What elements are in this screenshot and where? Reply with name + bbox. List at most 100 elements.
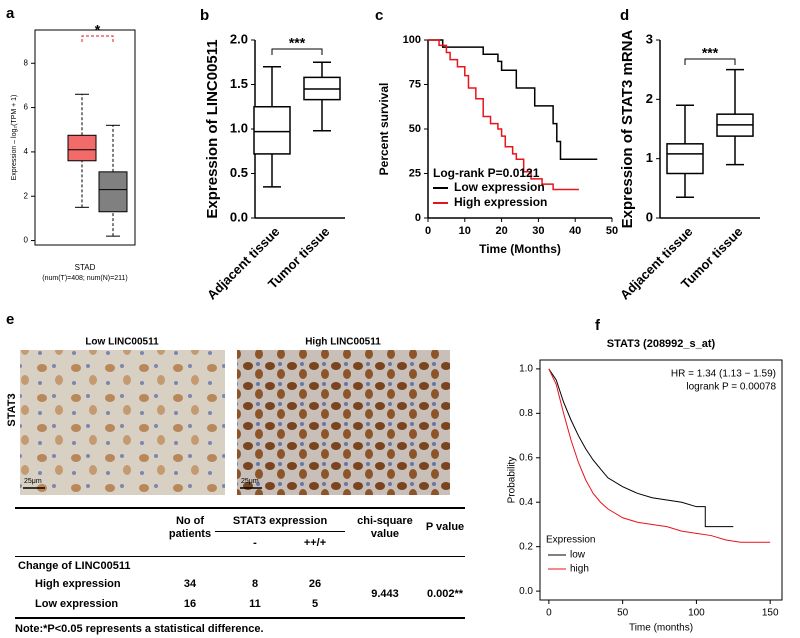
legend-label: high	[570, 564, 589, 575]
plot-frame	[539, 359, 783, 601]
significance-bracket	[684, 58, 736, 65]
x-tick-label: 50	[606, 225, 618, 237]
table-cell: 5	[311, 598, 319, 610]
y-tick-label: 0.0	[230, 209, 248, 224]
panel-letter: a	[6, 5, 15, 22]
table-cell: 34	[183, 578, 197, 590]
annotation: Log-rank P=0.0121	[433, 166, 540, 180]
x-tick-label: 150	[762, 608, 779, 619]
y-tick-label: 1.0	[230, 120, 248, 135]
table-header: chi-square value	[357, 515, 413, 540]
y-tick-label: 0.5	[230, 165, 248, 180]
x-tick-label: Adjacent tissue	[204, 224, 283, 303]
y-tick-label: 2.0	[230, 31, 248, 46]
y-tick-label: 0.6	[519, 452, 533, 463]
table-cell: 26	[308, 578, 322, 590]
y-tick-label: 25	[409, 167, 421, 179]
scale-label: 25μm	[241, 478, 259, 485]
table-cell: 8	[251, 578, 259, 590]
table-row-label: High expression	[35, 578, 121, 590]
table-header: No of patients	[168, 515, 212, 540]
y-axis-label: Expression – log₂(TPM + 1)	[11, 95, 18, 181]
survival-curve	[428, 39, 598, 161]
panel-letter: b	[200, 7, 209, 24]
table-rule	[15, 507, 465, 509]
legend-label: High expression	[454, 195, 547, 209]
x-tick-label: 0	[546, 608, 552, 619]
y-axis-label: Expression of LINC00511	[204, 39, 221, 218]
legend-label: Low expression	[454, 180, 545, 194]
significance-label: ***	[702, 45, 719, 61]
scale-label: 25μm	[24, 478, 42, 485]
row-label: STAT3	[6, 393, 18, 426]
y-tick-label: 1.0	[519, 364, 533, 375]
y-tick-label: 0	[415, 212, 421, 224]
y-tick-label: 0.0	[519, 586, 533, 597]
y-tick-label: 0	[646, 209, 653, 224]
table-cell: 0.002**	[426, 588, 464, 600]
y-tick-label: 75	[409, 78, 421, 90]
y-tick-label: 1.5	[230, 76, 248, 91]
survival-curve	[548, 368, 771, 543]
chart-title: STAT3 (208992_s_at)	[607, 338, 716, 350]
table-header: P value	[425, 521, 465, 533]
y-tick-label: 100	[403, 34, 421, 46]
panel-letter: f	[595, 317, 601, 334]
y-tick-label: 2	[24, 191, 29, 200]
plot-frame	[34, 29, 136, 246]
box	[666, 143, 704, 175]
x-axis-label: Time (Months)	[479, 242, 561, 256]
x-tick-label: 100	[688, 608, 705, 619]
y-tick-label: 4	[24, 147, 29, 156]
y-tick-label: 0	[24, 236, 29, 245]
x-tick-label: 20	[495, 225, 507, 237]
y-axis-label: Probability	[507, 457, 518, 504]
y-tick-label: 1	[646, 150, 653, 165]
panel-letter: c	[375, 7, 383, 24]
significance-bracket	[81, 35, 114, 42]
table-cell: 9.443	[371, 588, 399, 600]
x-tick-label: Adjacent tissue	[617, 224, 696, 303]
x-tick-label: 50	[617, 608, 629, 619]
survival-curve	[548, 368, 734, 528]
significance-bracket	[271, 48, 323, 55]
y-axis-label: Expression of STAT3 mRNA	[619, 30, 636, 229]
x-tick-label: 40	[569, 225, 581, 237]
table-row-label: Low expression	[35, 598, 119, 610]
table-note: Note:*P<0.05 represents a statistical di…	[15, 623, 264, 635]
y-tick-label: 2	[646, 91, 653, 106]
significance-label: *	[95, 22, 101, 38]
panel-letter: d	[620, 7, 629, 24]
annotation: logrank P = 0.00078	[686, 382, 776, 393]
significance-label: ***	[289, 35, 306, 51]
legend-title: Expression	[546, 535, 595, 546]
y-tick-label: 50	[409, 123, 421, 135]
y-tick-label: 3	[646, 31, 653, 46]
table-group: Change of LINC00511	[18, 560, 131, 572]
ihc-image	[20, 350, 225, 495]
panel-letter: e	[6, 311, 14, 328]
x-tick-label: 30	[532, 225, 544, 237]
x-tick-label: 10	[459, 225, 471, 237]
box	[98, 171, 128, 213]
survival-curve	[428, 39, 579, 191]
x-axis-label: Time (months)	[629, 623, 693, 634]
ihc-image	[237, 350, 450, 495]
y-tick-label: 0.8	[519, 408, 533, 419]
y-tick-label: 0.2	[519, 541, 533, 552]
legend-label: low	[570, 550, 586, 561]
table-cell: 11	[249, 598, 261, 610]
table-header: ++/+	[303, 537, 327, 549]
y-axis-label: Percent survival	[377, 83, 391, 176]
image-title: Low LINC00511	[85, 337, 159, 348]
image-title: High LINC00511	[305, 337, 381, 348]
box	[67, 134, 97, 162]
x-axis-label: STAD	[75, 263, 96, 272]
x-tick-label: 0	[425, 225, 431, 237]
table-rule	[15, 556, 465, 557]
box	[253, 106, 291, 155]
table-header: -	[253, 537, 257, 549]
table-cell: 16	[183, 598, 197, 610]
